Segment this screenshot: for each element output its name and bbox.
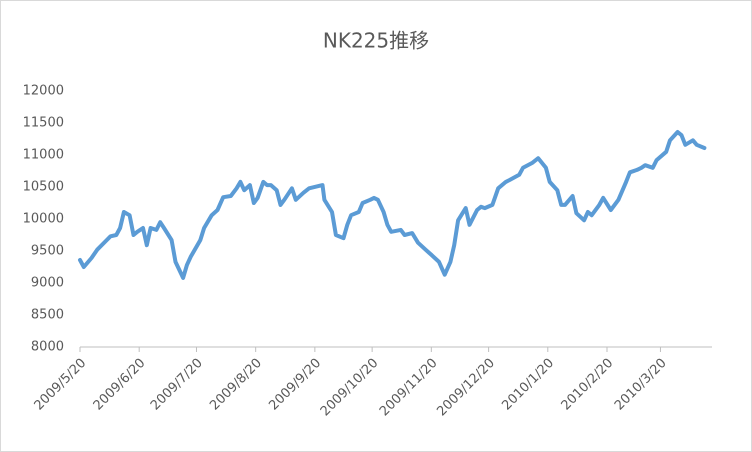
y-tick-label: 11000 <box>23 148 64 163</box>
y-tick-label: 9500 <box>31 244 64 259</box>
y-tick-label: 10000 <box>23 212 64 227</box>
y-tick-label: 9000 <box>31 276 64 291</box>
y-tick-label: 8000 <box>31 340 64 355</box>
y-tick-label: 12000 <box>23 84 64 99</box>
y-tick-label: 10500 <box>23 180 64 195</box>
chart-title: NK225推移 <box>323 29 429 53</box>
y-tick-label: 11500 <box>23 116 64 131</box>
line-series <box>78 130 707 280</box>
y-tick-label: 8500 <box>31 308 64 323</box>
